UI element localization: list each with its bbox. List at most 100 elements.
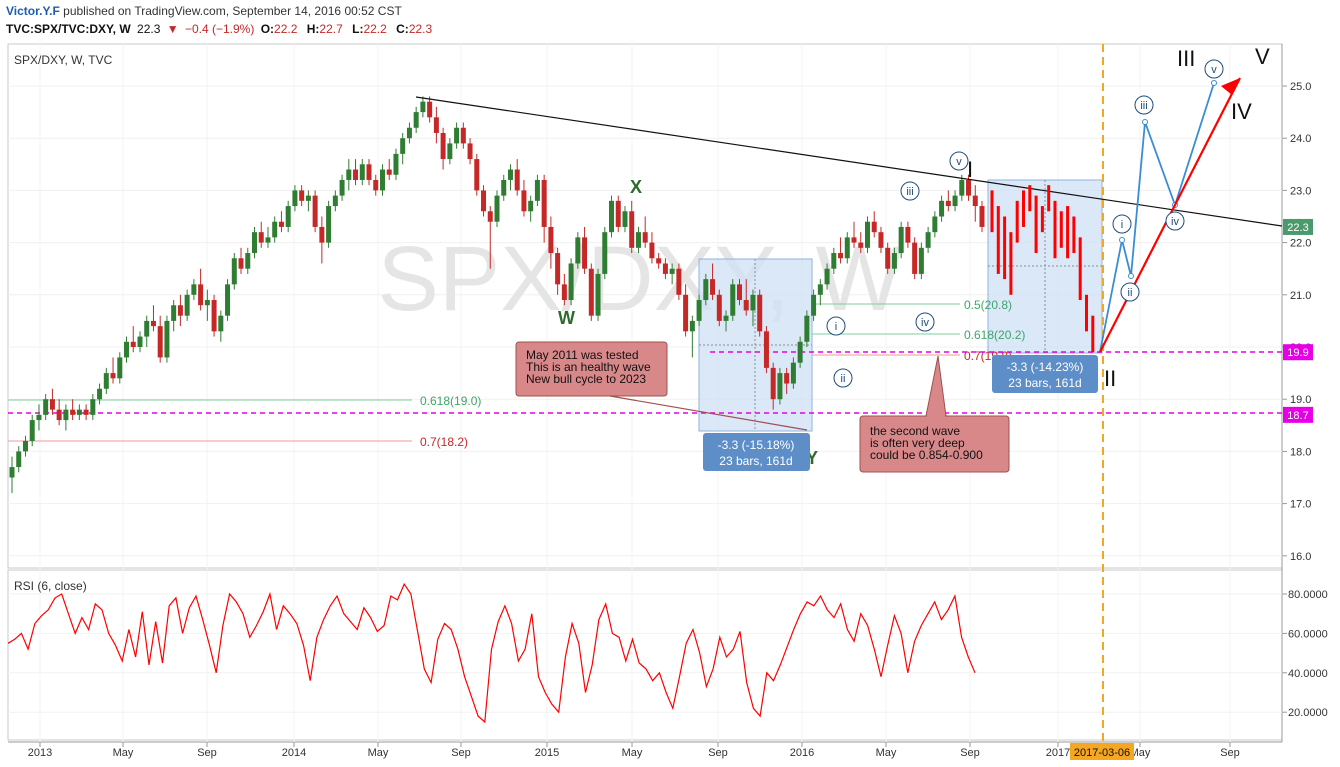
time-tick-label: May [876, 747, 897, 759]
projected-candle [1072, 216, 1076, 254]
candle-body [669, 268, 675, 274]
candle-body [622, 211, 628, 227]
rsi-line[interactable] [7, 582, 976, 724]
svg-text:i: i [835, 321, 837, 333]
projected-candle [1034, 195, 1038, 254]
candle-body [76, 409, 82, 415]
candle-body [790, 362, 796, 384]
callout-1-line-1: May 2011 was tested [526, 348, 639, 362]
candle-body [467, 143, 473, 160]
rsi-pane-border [7, 569, 1283, 741]
fib-right-5-label: 0.5(20.8) [964, 298, 1012, 312]
wave-label-I: I [967, 157, 973, 182]
callout-second-wave[interactable]: the second wave is often very deep could… [859, 355, 1010, 473]
main-pane-legend: SPX/DXY, W, TVC [14, 53, 113, 67]
ohlc-close: C:22.3 [396, 22, 433, 36]
price-axis-ticks: 25.024.023.022.021.020.019.018.017.016.0 [1282, 81, 1311, 563]
candle-body [743, 300, 749, 311]
candle-body [238, 258, 244, 269]
time-tick-label: 2014 [282, 747, 306, 759]
subwave-ii: ii [833, 368, 853, 388]
candle-body [70, 409, 76, 415]
rsi-tick-label: 40.0000 [1288, 668, 1328, 680]
candle-body [184, 294, 190, 316]
price-tick-label: 18.0 [1290, 446, 1311, 458]
candle-body [649, 242, 655, 259]
wave-label-III: III [1177, 46, 1195, 71]
candle-body [191, 284, 197, 295]
candle-body [730, 284, 736, 316]
date-highlight-label: 2017-03-06 [1074, 747, 1130, 759]
candle-body [218, 315, 224, 332]
projected-candle [1028, 185, 1032, 212]
time-axis-ticks: 2013 May Sep 2014 May Sep 2015 May Sep 2016 May Sep… [28, 742, 1240, 759]
candle-body [177, 305, 183, 316]
svg-text:i: i [1121, 219, 1123, 231]
wave-label-II: II [1104, 366, 1116, 391]
candle-body [945, 200, 951, 207]
projected-candle [1047, 185, 1051, 212]
wave-label-w: W [558, 308, 575, 328]
candle-body [211, 300, 217, 332]
candle-body [966, 179, 972, 196]
candle-body [501, 179, 507, 196]
candle-body [824, 268, 830, 285]
author-link[interactable]: Victor.Y.F [6, 4, 60, 18]
candle-body [29, 420, 35, 441]
candle-body [474, 159, 480, 191]
wave-label-x: X [630, 177, 642, 197]
red-arrow-head-icon [1221, 78, 1240, 95]
ohlc-open: O:22.2 [260, 22, 298, 36]
ohlc-high: H:22.7 [306, 22, 343, 36]
candle-body [433, 117, 439, 133]
candle-body [797, 341, 803, 363]
candle-body [689, 320, 695, 332]
candle-body [346, 169, 352, 180]
projected-candle [1091, 315, 1095, 353]
candle-body [305, 195, 311, 201]
rsi-tick-label: 60.0000 [1288, 628, 1328, 640]
candle-body [393, 153, 399, 175]
red-arrow-path[interactable] [1099, 77, 1241, 353]
time-tick-label: 2013 [28, 747, 52, 759]
symbol-name[interactable]: TVC:SPX/TVC:DXY, W [6, 22, 131, 36]
candle-body [366, 164, 372, 180]
candle-body [763, 331, 769, 368]
fib-left-7-label: 0.7(18.2) [420, 435, 468, 449]
candle-body [292, 190, 298, 207]
callout-may-2011[interactable]: May 2011 was tested This is an healthy w… [515, 341, 808, 431]
candle-body [737, 284, 742, 301]
candle-body [252, 232, 257, 254]
blue-wave-path[interactable] [1099, 82, 1215, 353]
candle-body [575, 237, 581, 264]
projected-candle [1015, 200, 1019, 243]
candle-body [817, 284, 823, 295]
candle-body [326, 206, 332, 243]
down-triangle-icon: ▼ [166, 22, 179, 36]
candle-body [723, 315, 729, 321]
price-tag-label: 22.3 [1287, 222, 1308, 234]
candle-body [90, 399, 96, 415]
price-tick-label: 24.0 [1290, 133, 1311, 145]
candle-body [864, 221, 870, 248]
candle-body [150, 320, 156, 327]
svg-text:iii: iii [906, 186, 913, 198]
rsi-tick-label: 80.0000 [1288, 589, 1328, 601]
subwave-i: i [1112, 214, 1132, 234]
wave-label-V: V [1255, 44, 1270, 69]
candle-body [447, 143, 453, 160]
candle-body [784, 373, 790, 384]
svg-text:ii: ii [841, 373, 846, 385]
candle-body [63, 409, 69, 421]
price-tick-label: 21.0 [1290, 290, 1311, 302]
svg-text:iv: iv [921, 317, 929, 329]
svg-text:-3.3 (-14.23%): -3.3 (-14.23%) [1007, 360, 1084, 374]
candle-body [49, 399, 55, 410]
svg-text:-3.3 (-15.18%): -3.3 (-15.18%) [718, 438, 795, 452]
symbol-info: TVC:SPX/TVC:DXY, W 22.3 ▼ −0.4 (−1.9%) O… [6, 22, 438, 36]
candle-body [885, 247, 891, 269]
candle-body [124, 341, 130, 358]
candle-body [662, 263, 668, 274]
rsi-axis-ticks: 80.0000 60.0000 40.0000 20.0000 [1282, 589, 1328, 719]
